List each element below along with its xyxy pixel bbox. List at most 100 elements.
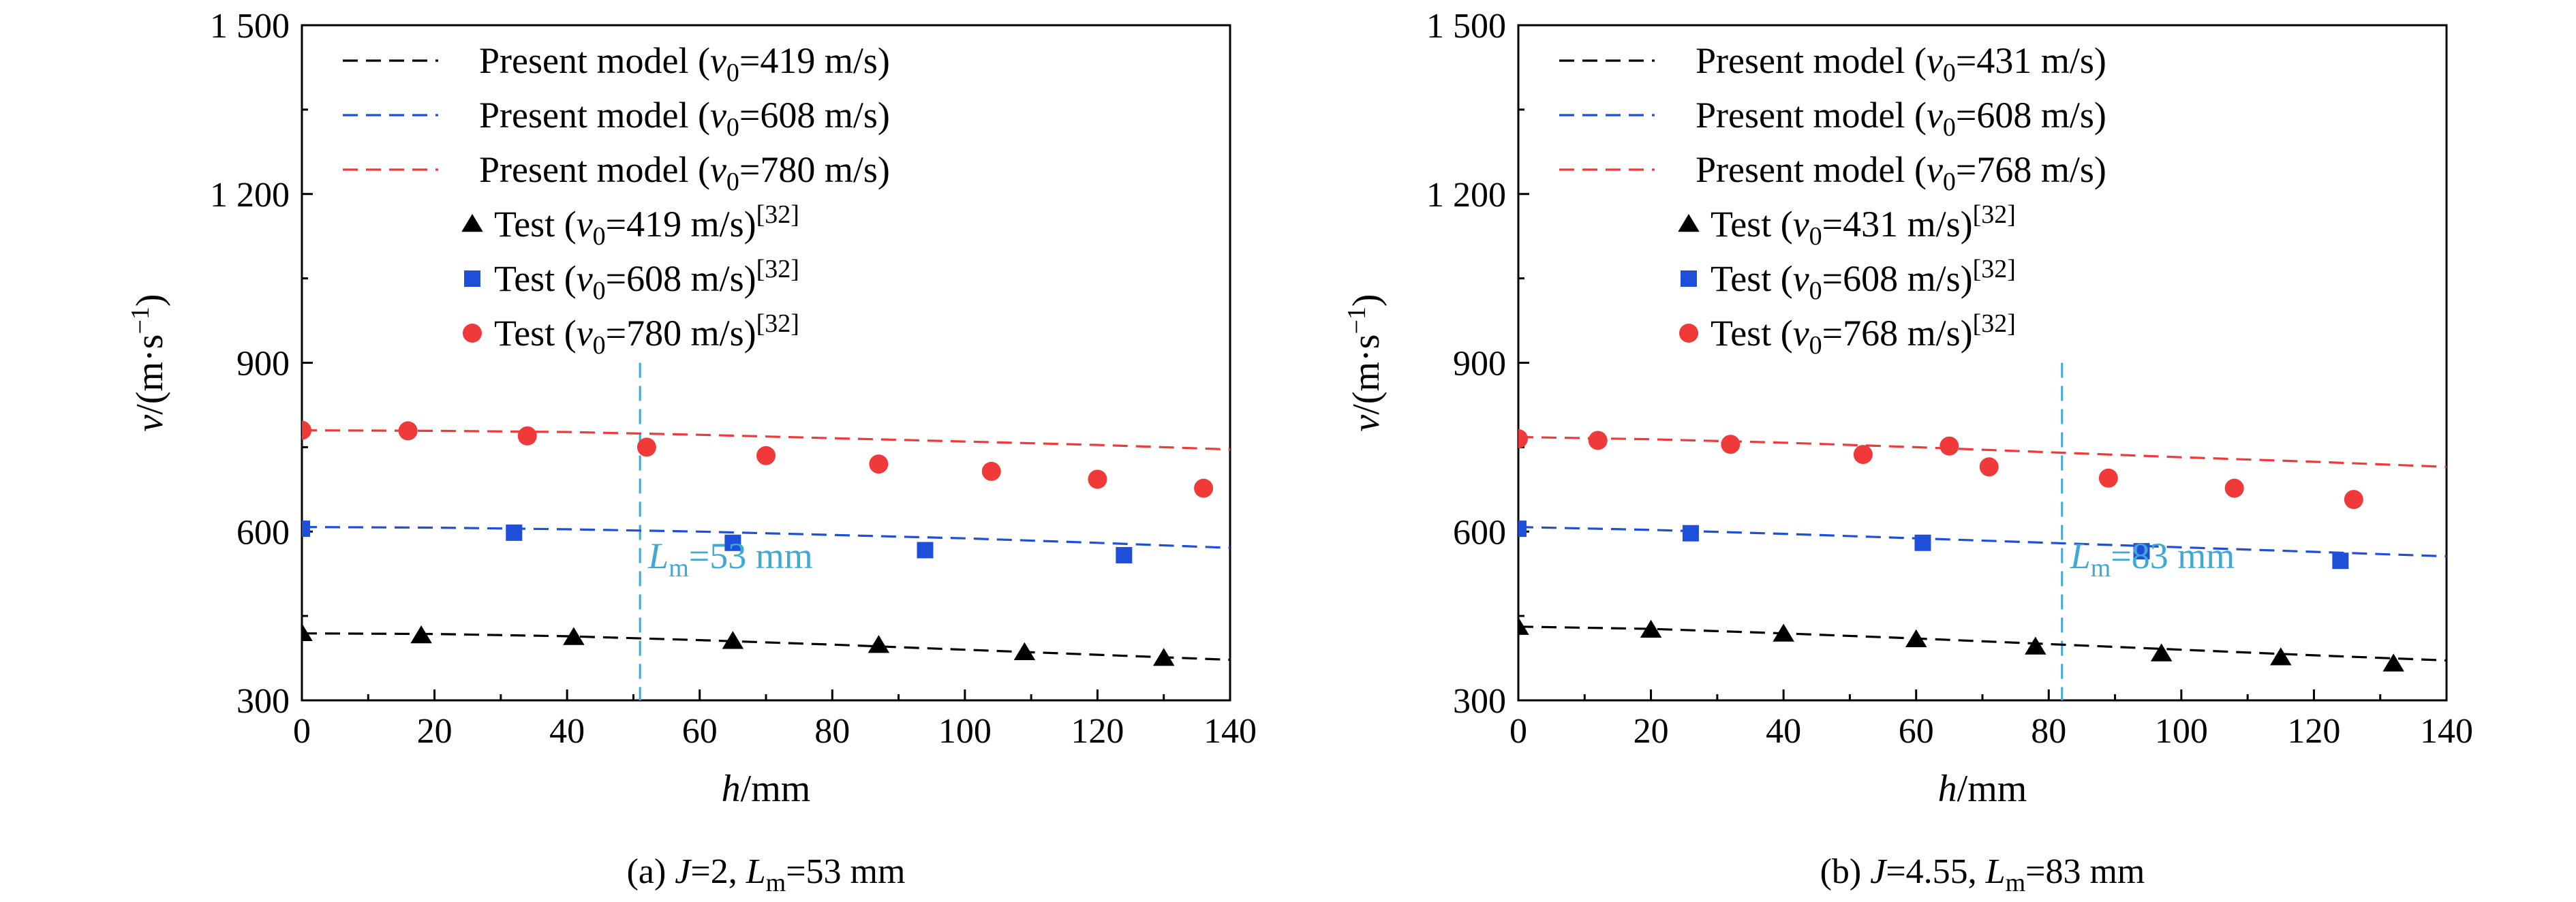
x-tick-label: 40 xyxy=(549,712,585,751)
caption-sub: m xyxy=(766,869,786,897)
series-4-point xyxy=(2133,543,2150,560)
y-axis-label-unit-close: ) xyxy=(129,294,171,307)
legend-marker-5 xyxy=(463,324,482,343)
series-3-point xyxy=(868,635,890,653)
series-5-point xyxy=(869,454,889,474)
legend-text: Test ( xyxy=(1711,313,1793,354)
series-3-point xyxy=(1773,623,1794,642)
x-axis-label: h/mm xyxy=(722,768,811,810)
y-tick-label: 1 200 xyxy=(210,176,290,215)
caption-text: =4.55, xyxy=(1886,852,1985,891)
caption-text: =2, xyxy=(690,852,746,891)
y-axis-label-unit: /(m·s xyxy=(1345,335,1387,415)
x-tick-label: 100 xyxy=(938,712,992,751)
legend-label-2: Present model (v0=780 m/s) xyxy=(479,149,890,196)
lm-label-var: L xyxy=(2070,535,2091,576)
y-tick-label: 600 xyxy=(236,513,290,552)
legend-marker-3 xyxy=(461,214,483,232)
legend-text: =608 m/s) xyxy=(739,95,890,136)
series-3-point xyxy=(410,625,432,644)
legend-ref: [32] xyxy=(1973,309,2016,338)
legend-ref: [32] xyxy=(756,309,799,338)
series-5-point xyxy=(1853,445,1873,465)
chart-panel-a: 0 20 40 60 80 100 120 140 300 600 900 1 200 1 500 h/m… xyxy=(126,7,1257,897)
legend-marker-5 xyxy=(1679,324,1698,343)
y-tick-label: 600 xyxy=(1453,513,1506,552)
legend-label-2: Present model (v0=768 m/s) xyxy=(1696,149,2106,196)
x-axis-label-var: h xyxy=(1938,768,1957,810)
series-5-point xyxy=(1939,436,1959,456)
legend-sub: 0 xyxy=(726,59,739,87)
y-axis-label-unit-close: ) xyxy=(1345,294,1387,307)
x-tick-label: 120 xyxy=(2287,712,2340,751)
legend-text: Test ( xyxy=(494,204,577,245)
y-tick-label: 900 xyxy=(236,345,290,384)
lm-label-rest: =83 mm xyxy=(2111,535,2235,576)
legend-sub: 0 xyxy=(1943,59,1956,87)
series-3-point xyxy=(1518,617,1529,635)
legend-marker-3 xyxy=(1678,214,1700,232)
legend-ref: [32] xyxy=(756,255,799,283)
legend-sub: 0 xyxy=(1809,222,1822,251)
series-3-point xyxy=(1152,648,1175,666)
y-tick-label: 300 xyxy=(1453,682,1506,721)
legend-text: =608 m/s) xyxy=(1822,258,1973,299)
legend-text: Present model ( xyxy=(1696,149,1927,190)
lm-label: Lm=53 mm xyxy=(647,535,813,582)
legend-text: Present model ( xyxy=(1696,95,1927,136)
legend-marker-4 xyxy=(1681,270,1697,287)
legend-sub: 0 xyxy=(726,113,739,142)
legend: Present model (v0=431 m/s)Present model … xyxy=(1559,40,2106,360)
legend-text: =419 m/s) xyxy=(606,204,756,245)
lm-label: Lm=83 mm xyxy=(2070,535,2235,582)
series-3-point xyxy=(563,627,585,645)
legend-ref: [32] xyxy=(756,200,799,229)
series-5-point xyxy=(398,421,418,441)
y-axis-label-sup: −1 xyxy=(1343,307,1371,334)
series-5-point xyxy=(1088,469,1107,489)
legend-ref: [32] xyxy=(1973,200,2016,229)
series-4-point xyxy=(1682,525,1699,542)
legend-var: v xyxy=(1927,149,1943,190)
series-3-point xyxy=(1013,642,1036,661)
x-tick-label: 20 xyxy=(417,712,453,751)
legend-label-1: Present model (v0=608 m/s) xyxy=(479,95,890,142)
y-tick-label: 900 xyxy=(1453,345,1506,384)
series-4-point xyxy=(1914,534,1931,551)
y-tick-label: 1 500 xyxy=(210,7,290,46)
x-tick-label: 120 xyxy=(1071,712,1124,751)
legend-text: =608 m/s) xyxy=(1956,95,2106,136)
legend-sub: 0 xyxy=(593,277,606,305)
y-tick-label: 1 500 xyxy=(1426,7,1506,46)
legend-text: =780 m/s) xyxy=(606,313,756,354)
legend-label-4: Test (v0=608 m/s)[32] xyxy=(494,255,799,305)
y-tick-label: 1 200 xyxy=(1426,176,1506,215)
legend-text: =431 m/s) xyxy=(1956,40,2106,81)
legend-var: v xyxy=(577,258,593,299)
panel-caption: (a) J=2, Lm=53 mm xyxy=(627,852,906,897)
data-area xyxy=(302,362,1230,700)
legend-var: v xyxy=(710,95,726,136)
y-axis-label: v/(m·s−1) xyxy=(1343,294,1387,431)
legend-sub: 0 xyxy=(593,222,606,251)
caption-var: L xyxy=(746,852,766,891)
lm-label-sub: m xyxy=(2091,554,2111,582)
legend-text: Present model ( xyxy=(1696,40,1927,81)
series-3-point xyxy=(2382,653,2404,672)
x-axis-label: h/mm xyxy=(1938,768,2027,810)
legend-var: v xyxy=(577,313,593,354)
series-5-point xyxy=(517,426,537,446)
legend-text: Test ( xyxy=(1711,258,1793,299)
legend-text: Test ( xyxy=(494,258,577,299)
series-4-point xyxy=(917,542,934,559)
series-3-point xyxy=(2025,636,2046,655)
series-2-model-line xyxy=(302,429,1230,451)
series-4-point xyxy=(2332,553,2349,570)
legend-text: =608 m/s) xyxy=(606,258,756,299)
x-tick-label: 140 xyxy=(2420,712,2473,751)
x-tick-label: 80 xyxy=(814,712,850,751)
y-axis-label-unit: /(m·s xyxy=(129,335,171,415)
legend-var: v xyxy=(710,40,726,81)
legend-text: Present model ( xyxy=(479,40,710,81)
